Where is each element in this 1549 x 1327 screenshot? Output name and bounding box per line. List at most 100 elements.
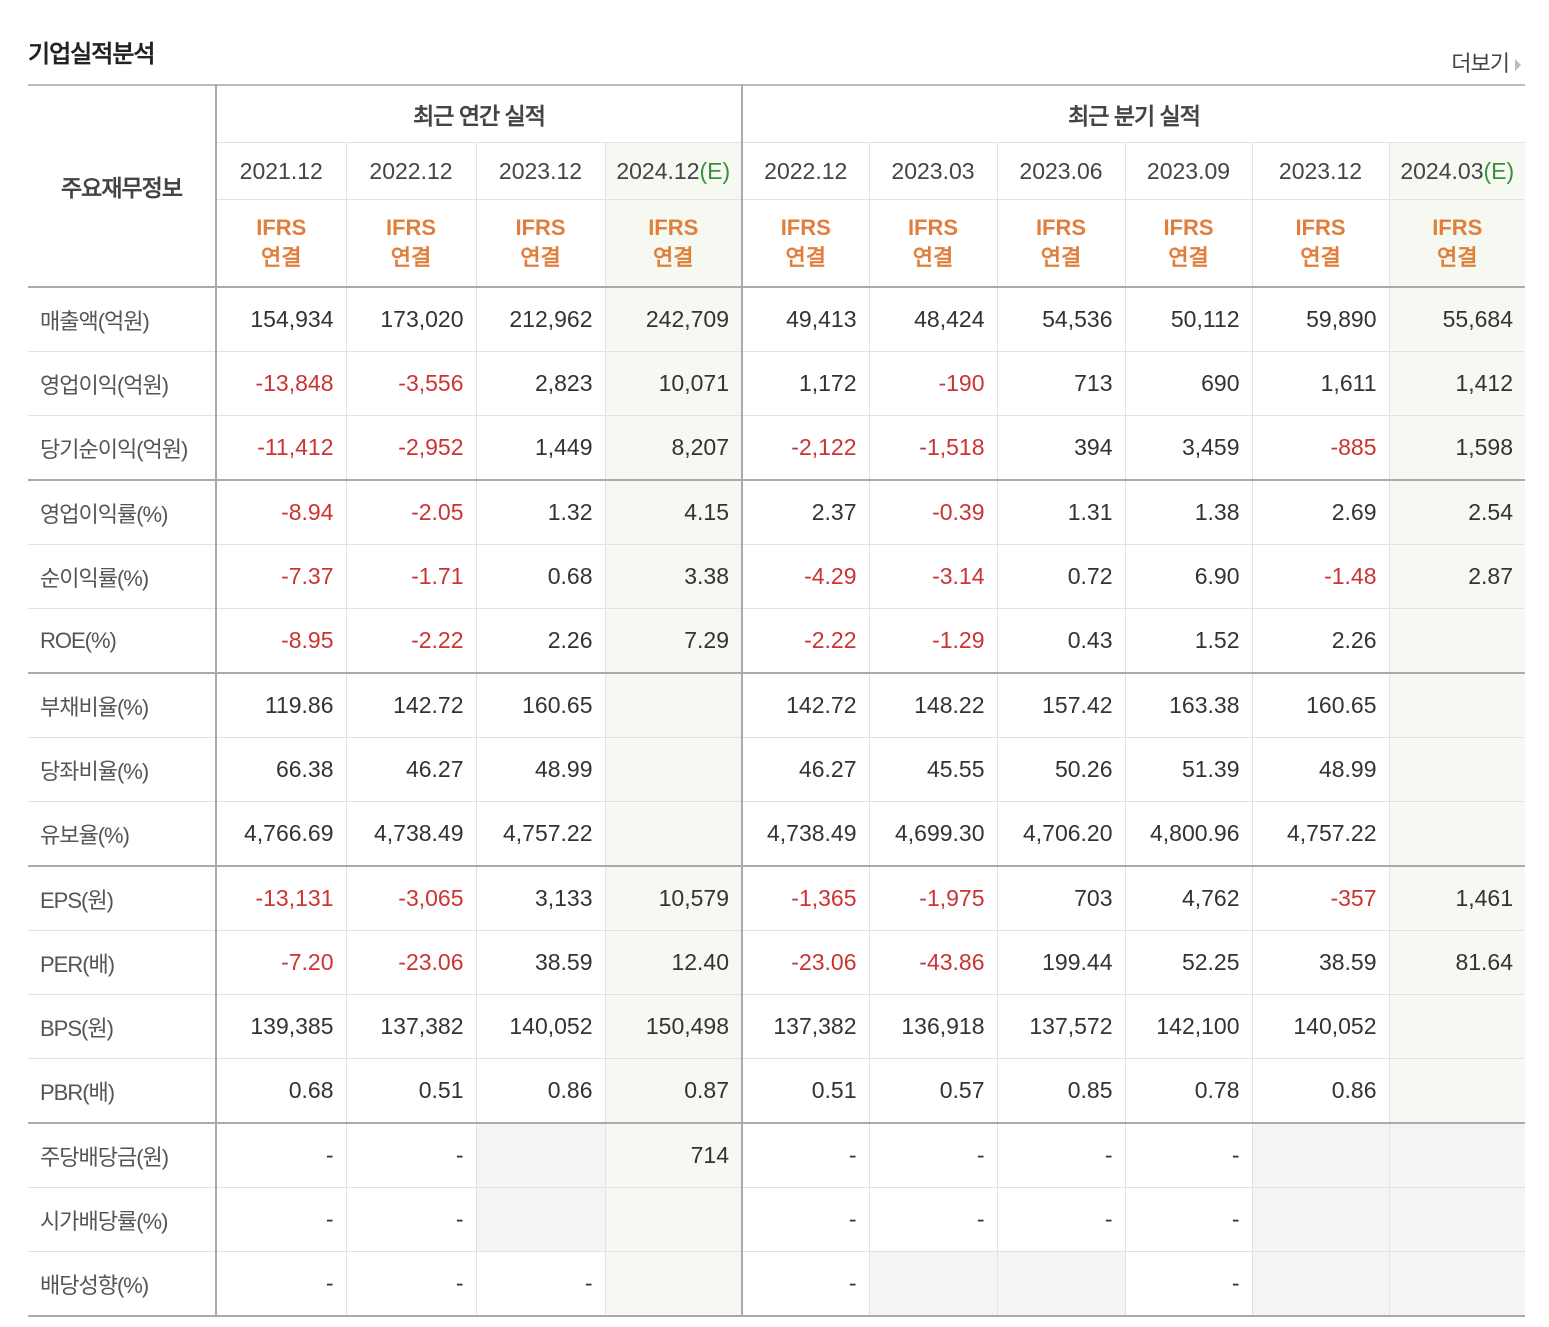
financial-summary-table: 주요재무정보 최근 연간 실적 최근 분기 실적 2021.12 2022.12 2… <box>28 84 1525 1317</box>
value-cell: 137,382 <box>346 994 477 1059</box>
value-cell: 38.59 <box>476 930 606 995</box>
value-cell <box>605 673 743 738</box>
value-cell: 0.87 <box>605 1058 743 1124</box>
value-cell: -13,131 <box>216 866 347 931</box>
basis-scope: 연결 <box>785 245 826 270</box>
table-row: 배당성향(%) - - - - - <box>28 1251 1525 1317</box>
value-cell: 4,800.96 <box>1125 801 1253 867</box>
value-cell <box>605 1251 743 1317</box>
table-row: 매출액(억원) 154,934 173,020 212,962 242,709 49,41… <box>28 287 1525 352</box>
value-cell: - <box>1125 1123 1253 1188</box>
value-cell: -8.95 <box>216 608 347 674</box>
value-cell: 0.86 <box>1252 1058 1390 1124</box>
value-cell: 12.40 <box>605 930 743 995</box>
table-row: EPS(원) -13,131 -3,065 3,133 10,579 -1,365 -1,9… <box>28 866 1525 931</box>
basis-scope: 연결 <box>390 245 432 270</box>
value-cell <box>1389 994 1525 1059</box>
value-cell: - <box>346 1251 477 1317</box>
basis-standard: IFRS <box>256 215 307 240</box>
period-header: 2023.12 <box>476 142 606 200</box>
value-cell: 212,962 <box>476 287 606 352</box>
value-cell <box>605 801 743 867</box>
value-cell: 148.22 <box>869 673 998 738</box>
value-cell: -3.14 <box>869 544 998 609</box>
value-cell: 4,762 <box>1125 866 1253 931</box>
value-cell <box>1389 1123 1525 1188</box>
value-cell: - <box>216 1251 347 1317</box>
value-cell: -1,365 <box>742 866 870 931</box>
value-cell <box>1389 608 1525 674</box>
value-cell: 142.72 <box>346 673 477 738</box>
value-cell <box>476 1123 606 1188</box>
value-cell: -190 <box>869 351 998 416</box>
value-cell: -885 <box>1252 415 1390 481</box>
basis-standard: IFRS <box>1295 215 1346 240</box>
value-cell: 4,699.30 <box>869 801 998 867</box>
value-cell: 49,413 <box>742 287 870 352</box>
value-cell: - <box>216 1187 347 1252</box>
value-cell: - <box>476 1251 606 1317</box>
table-row: 유보율(%) 4,766.69 4,738.49 4,757.22 4,738.49 4,… <box>28 801 1525 867</box>
row-label: 주당배당금(원) <box>28 1123 217 1188</box>
basis-standard: IFRS <box>648 215 699 240</box>
value-cell <box>1389 1251 1525 1317</box>
value-cell: 48,424 <box>869 287 998 352</box>
basis-scope: 연결 <box>912 245 954 270</box>
value-cell: 139,385 <box>216 994 347 1059</box>
period-header: 2022.12 <box>346 142 477 200</box>
period-label: 2023.06 <box>1019 157 1103 184</box>
value-cell: 690 <box>1125 351 1253 416</box>
period-header: 2024.12(E) <box>605 142 743 200</box>
value-cell: 394 <box>997 415 1126 481</box>
value-cell <box>605 737 743 802</box>
value-cell: - <box>1125 1187 1253 1252</box>
table-row: 주당배당금(원) - -714- - - - <box>28 1123 1525 1188</box>
row-label: EPS(원) <box>28 866 217 931</box>
table-row: 순이익률(%) -7.37 -1.71 0.68 3.38 -4.29 -3.14 0.72 6… <box>28 544 1525 609</box>
row-label: PER(배) <box>28 930 217 995</box>
basis-standard: IFRS <box>515 215 566 240</box>
value-cell: 160.65 <box>476 673 606 738</box>
value-cell: 157.42 <box>997 673 1126 738</box>
annual-group-header: 최근 연간 실적 <box>216 85 743 143</box>
value-cell: 714 <box>605 1123 743 1188</box>
value-cell: 46.27 <box>742 737 870 802</box>
value-cell: 0.68 <box>476 544 606 609</box>
table-row: 영업이익률(%) -8.94 -2.05 1.32 4.15 2.37 -0.39 1.31 1… <box>28 480 1525 545</box>
table-row: BPS(원) 139,385 137,382 140,052 150,498 137,38… <box>28 994 1525 1059</box>
value-cell <box>605 1187 743 1252</box>
accounting-basis: IFRS 연결 <box>1125 199 1253 288</box>
accounting-basis: IFRS 연결 <box>997 199 1126 288</box>
period-header: 2023.12 <box>1252 142 1390 200</box>
value-cell: 4,757.22 <box>476 801 606 867</box>
accounting-basis: IFRS 연결 <box>216 199 347 288</box>
value-cell: -3,065 <box>346 866 477 931</box>
value-cell: 0.85 <box>997 1058 1126 1124</box>
value-cell <box>997 1251 1126 1317</box>
value-cell: -2,952 <box>346 415 477 481</box>
value-cell: - <box>742 1251 870 1317</box>
value-cell: 136,918 <box>869 994 998 1059</box>
value-cell: -7.20 <box>216 930 347 995</box>
value-cell: 160.65 <box>1252 673 1390 738</box>
period-label: 2023.03 <box>891 157 975 184</box>
value-cell: 4,706.20 <box>997 801 1126 867</box>
value-cell: - <box>1125 1251 1253 1317</box>
basis-scope: 연결 <box>653 245 694 270</box>
value-cell: 1.52 <box>1125 608 1253 674</box>
value-cell: - <box>346 1187 477 1252</box>
value-cell: 0.68 <box>216 1058 347 1124</box>
row-label: BPS(원) <box>28 994 217 1059</box>
accounting-basis: IFRS 연결 <box>742 199 870 288</box>
row-header: 주요재무정보 <box>28 85 217 288</box>
more-link[interactable]: 더보기 <box>1451 46 1521 78</box>
value-cell: 0.51 <box>346 1058 477 1124</box>
row-label: 당좌비율(%) <box>28 737 217 802</box>
value-cell: 4,766.69 <box>216 801 347 867</box>
row-label: 시가배당률(%) <box>28 1187 217 1252</box>
period-header: 2022.12 <box>742 142 870 200</box>
period-header: 2023.09 <box>1125 142 1253 200</box>
row-label: ROE(%) <box>28 608 217 674</box>
period-label: 2024.03 <box>1400 157 1484 184</box>
value-cell: 0.57 <box>869 1058 998 1124</box>
